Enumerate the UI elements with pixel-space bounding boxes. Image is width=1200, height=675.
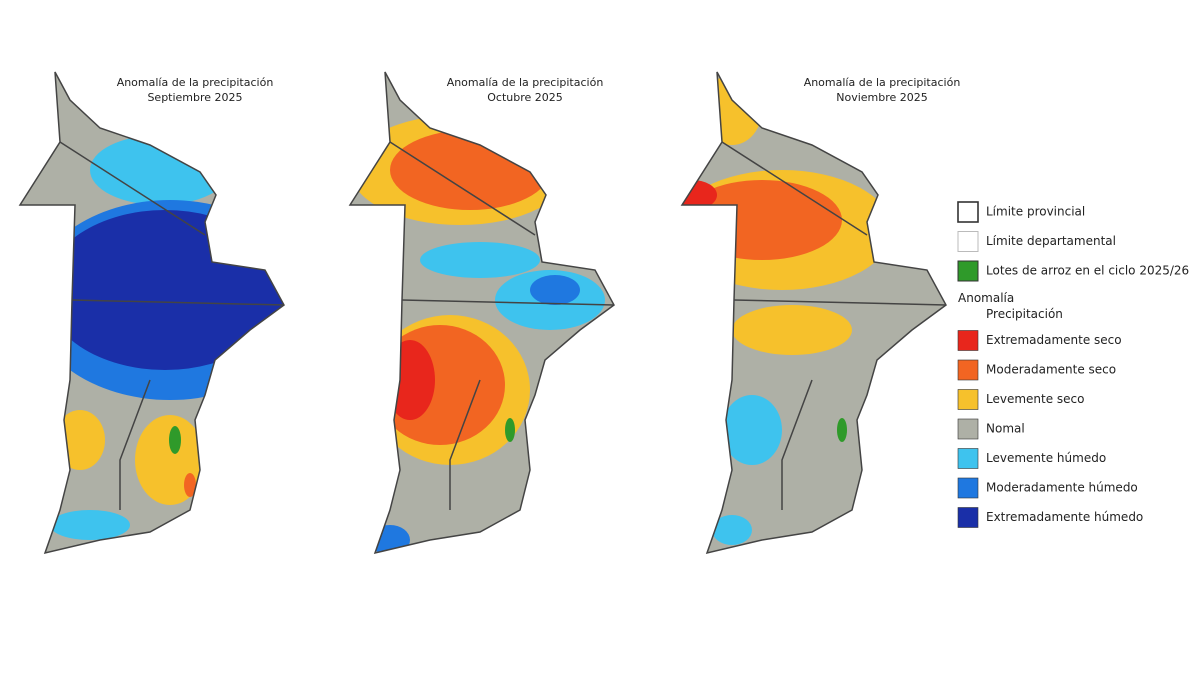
legend-label: Límite provincial xyxy=(986,205,1085,219)
legend-swatch xyxy=(957,330,979,351)
legend-label: Extremadamente húmedo xyxy=(986,510,1143,524)
legend-swatch xyxy=(957,507,979,528)
legend: Límite provincial Límite departamental Lot… xyxy=(957,201,1189,528)
legend-subheading: Precipitación xyxy=(986,307,1063,321)
map-subtitle: Octubre 2025 xyxy=(487,91,563,104)
map-fill xyxy=(682,72,946,553)
legend-swatch xyxy=(957,260,979,282)
map-october: Anomalía de la precipitación Octubre 202… xyxy=(349,71,615,554)
legend-swatch xyxy=(957,201,979,223)
legend-heading: Anomalía xyxy=(958,291,1014,305)
legend-swatch xyxy=(957,477,979,499)
legend-swatch xyxy=(957,231,979,252)
legend-swatch xyxy=(957,448,979,469)
legend-swatch xyxy=(957,389,979,410)
map-subtitle: Septiembre 2025 xyxy=(147,91,242,104)
map-november: Anomalía de la precipitación Noviembre 2… xyxy=(681,71,961,554)
map-september: Anomalía de la precipitación Septiembre … xyxy=(19,71,285,554)
legend-label: Lotes de arroz en el ciclo 2025/26 xyxy=(986,264,1189,278)
legend-swatch xyxy=(957,359,979,381)
legend-label: Levemente húmedo xyxy=(986,451,1106,465)
map-title: Anomalía de la precipitación xyxy=(804,76,961,89)
legend-label: Moderadamente húmedo xyxy=(986,481,1138,495)
legend-label: Nomal xyxy=(986,422,1025,436)
legend-label: Límite departamental xyxy=(986,234,1116,248)
legend-label: Moderadamente seco xyxy=(986,363,1116,377)
legend-label: Levemente seco xyxy=(986,392,1085,406)
map-title: Anomalía de la precipitación xyxy=(117,76,274,89)
legend-label: Extremadamente seco xyxy=(986,333,1122,347)
legend-swatch xyxy=(957,418,979,440)
map-fill xyxy=(350,72,614,553)
map-title: Anomalía de la precipitación xyxy=(447,76,604,89)
map-subtitle: Noviembre 2025 xyxy=(836,91,928,104)
